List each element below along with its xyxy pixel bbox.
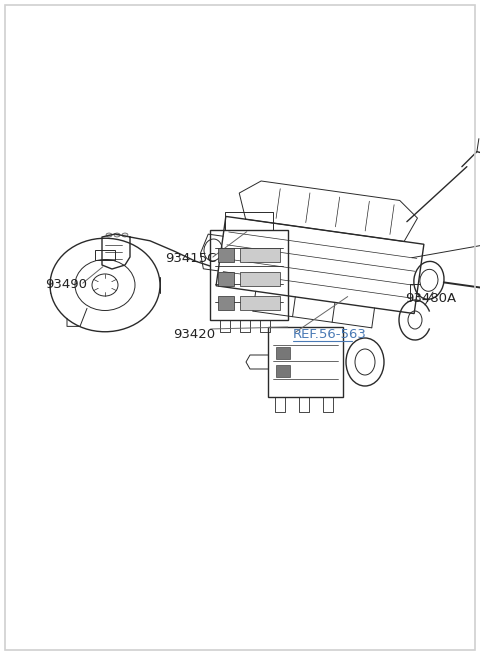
- Polygon shape: [240, 248, 280, 262]
- Polygon shape: [218, 272, 234, 286]
- Text: 93420: 93420: [173, 328, 215, 341]
- Polygon shape: [218, 296, 234, 310]
- Ellipse shape: [106, 233, 112, 237]
- Text: 93415C: 93415C: [166, 252, 217, 265]
- Polygon shape: [240, 272, 280, 286]
- Ellipse shape: [122, 233, 128, 237]
- Text: 93480A: 93480A: [406, 291, 457, 305]
- Polygon shape: [218, 248, 234, 262]
- Polygon shape: [276, 365, 290, 377]
- Polygon shape: [276, 347, 290, 359]
- Text: REF.56-563: REF.56-563: [293, 328, 367, 341]
- Polygon shape: [240, 296, 280, 310]
- Text: 93490: 93490: [46, 278, 87, 291]
- Ellipse shape: [114, 233, 120, 237]
